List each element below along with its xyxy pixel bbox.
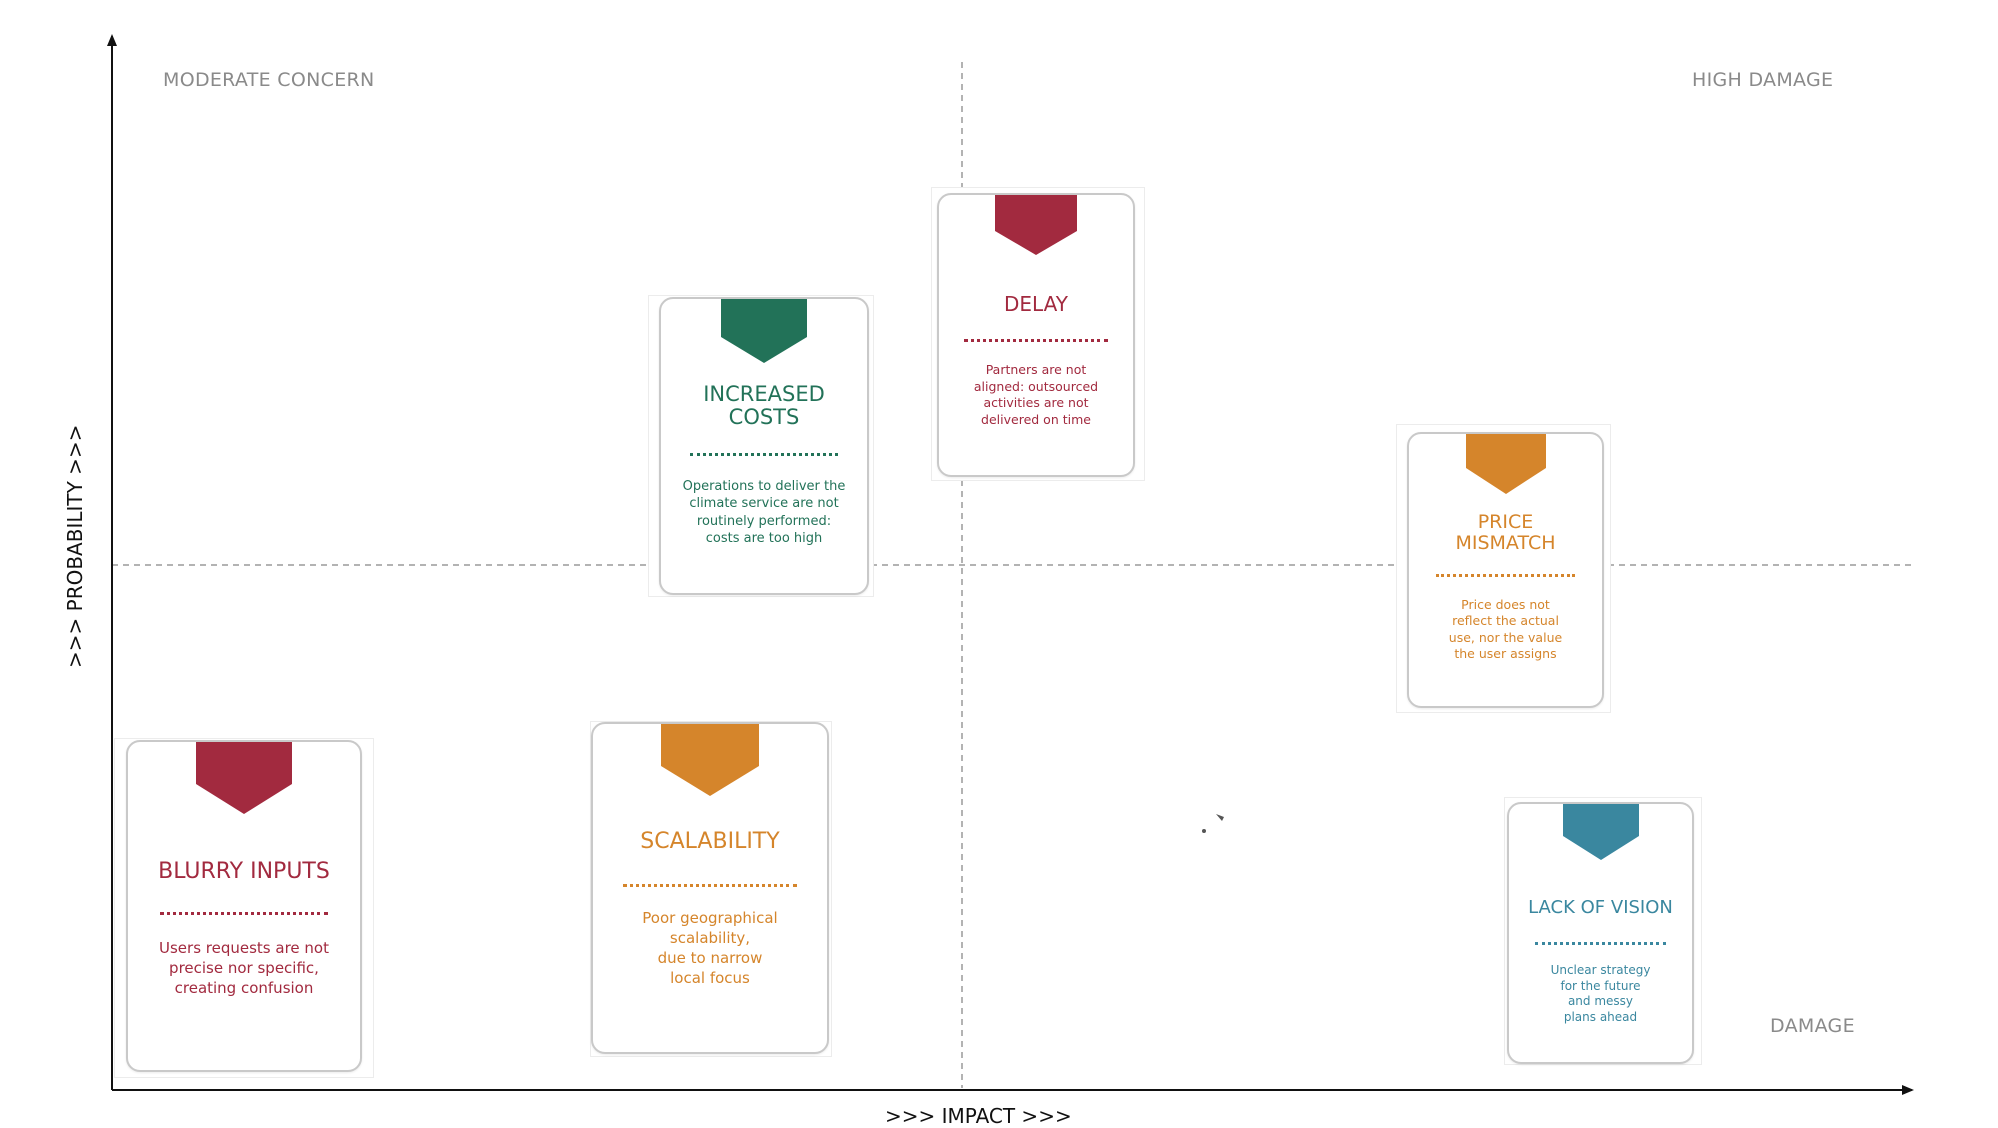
- risk-card-blurry-inputs[interactable]: BLURRY INPUTS Users requests are not pre…: [126, 740, 362, 1072]
- card-title: BLURRY INPUTS: [158, 859, 330, 884]
- card-description: Partners are not aligned: outsourced act…: [973, 362, 1099, 427]
- bookmark-tab-shape: [1465, 434, 1546, 494]
- dotted-divider: [964, 339, 1108, 342]
- card-title: INCREASED COSTS: [703, 382, 825, 430]
- risk-card-scalability[interactable]: SCALABILITY Poor geographical scalabilit…: [591, 722, 829, 1054]
- card-description: Unclear strategy for the future and mess…: [1550, 962, 1651, 1025]
- card-description: Poor geographical scalability, due to na…: [642, 909, 778, 987]
- bookmark-tab-icon: [1465, 434, 1546, 494]
- card-description: Operations to deliver the climate servic…: [682, 479, 846, 546]
- bookmark-tab-icon: [1562, 804, 1639, 860]
- dotted-divider: [1534, 941, 1667, 945]
- card-title: DELAY: [1004, 292, 1068, 316]
- card-description: Users requests are not precise nor speci…: [159, 939, 329, 997]
- risk-card-price-mismatch[interactable]: PRICE MISMATCH Price does not reflect th…: [1407, 432, 1604, 708]
- quadrant-label-moderate-concern: MODERATE CONCERN: [163, 69, 375, 91]
- card-title: PRICE MISMATCH: [1455, 511, 1556, 554]
- stray-marks: [1202, 814, 1224, 833]
- dotted-divider: [689, 453, 839, 457]
- bookmark-tab-shape: [196, 742, 292, 814]
- bookmark-tab-shape: [661, 724, 759, 796]
- risk-card-lack-of-vision[interactable]: LACK OF VISION Unclear strategy for the …: [1507, 802, 1694, 1064]
- bookmark-tab-shape: [721, 299, 807, 363]
- risk-card-delay[interactable]: DELAY Partners are not aligned: outsourc…: [937, 193, 1135, 477]
- bookmark-tab-icon: [721, 299, 807, 363]
- card-description: Price does not reflect the actual use, n…: [1448, 596, 1563, 662]
- quadrant-label-damage: DAMAGE: [1770, 1015, 1855, 1037]
- bookmark-tab-shape: [995, 195, 1077, 255]
- card-title: SCALABILITY: [640, 829, 780, 854]
- bookmark-tab-icon: [661, 724, 759, 796]
- bookmark-tab-icon: [196, 742, 292, 814]
- card-title: LACK OF VISION: [1528, 897, 1673, 918]
- bookmark-tab-shape: [1562, 804, 1639, 860]
- quadrant-label-high-damage: HIGH DAMAGE: [1692, 69, 1834, 91]
- x-axis-label: >>> IMPACT >>>: [885, 1104, 1072, 1128]
- dotted-divider: [1436, 573, 1575, 577]
- dotted-divider: [623, 884, 797, 888]
- risk-card-increased-costs[interactable]: INCREASED COSTS Operations to deliver th…: [659, 297, 869, 595]
- bookmark-tab-icon: [995, 195, 1077, 255]
- y-axis-label: >>> PROBABILITY >>>: [63, 424, 87, 668]
- dotted-divider: [160, 912, 328, 916]
